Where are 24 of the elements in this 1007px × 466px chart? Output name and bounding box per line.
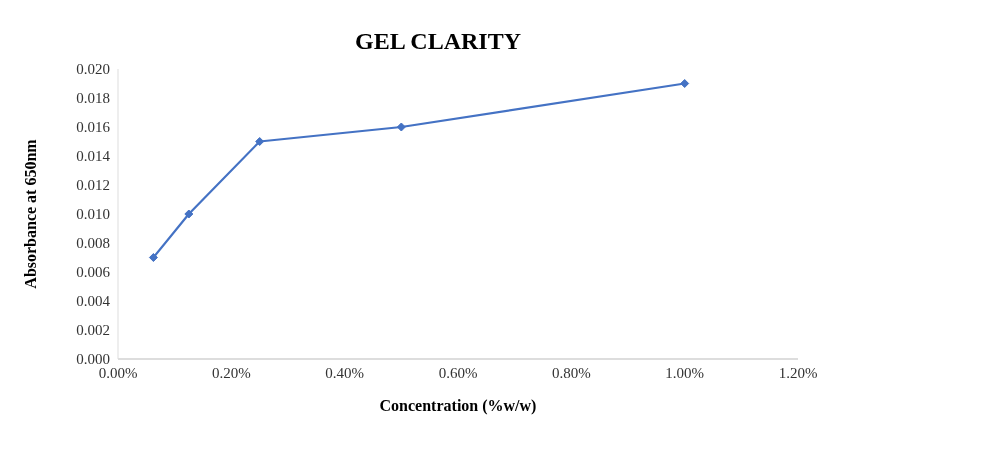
y-tick-label: 0.002 — [76, 322, 110, 339]
point — [680, 79, 690, 88]
x-tick-label: 0.40% — [325, 364, 365, 381]
y-tick-label: 0.008 — [76, 235, 110, 252]
x-tick-label: 0.80% — [551, 364, 591, 381]
y-tick-label: 0.006 — [76, 264, 111, 281]
y-tick-label: 0.018 — [76, 90, 110, 107]
y-tick-label: 0.020 — [76, 61, 110, 78]
chart-title: GEL CLARITY — [353, 28, 522, 55]
y-tick-label: 0.012 — [76, 177, 110, 194]
y-tick-label: 0.016 — [76, 119, 111, 136]
x-tick-label: 1.20% — [778, 364, 818, 381]
x-tick-label: 0.20% — [211, 364, 251, 381]
y-tick-label: 0.004 — [76, 293, 111, 310]
point — [255, 137, 265, 146]
point — [148, 253, 158, 262]
y-axis-title: Absorbance at 650nm — [21, 138, 39, 289]
point — [184, 209, 194, 219]
point — [396, 122, 406, 132]
y-tick-label: 0.010 — [76, 206, 110, 223]
x-tick-label: 1.00% — [665, 364, 705, 381]
x-axis-title: Concentration (%w/w) — [379, 397, 537, 415]
y-tick-label: 0.014 — [76, 148, 111, 165]
x-tick-label: 0.60% — [438, 364, 478, 381]
